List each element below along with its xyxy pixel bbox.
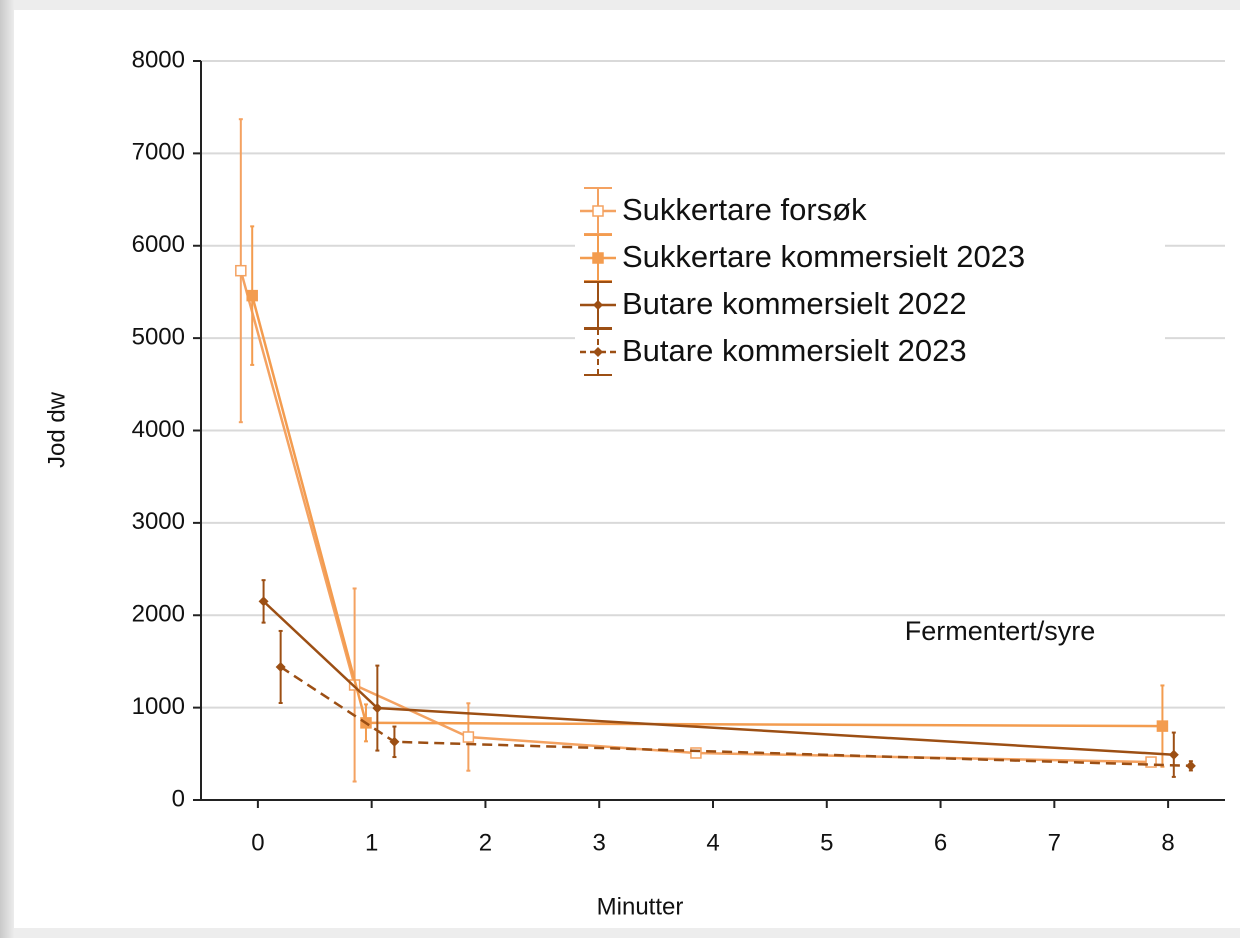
x-tick-label: 6	[934, 829, 947, 856]
marker	[275, 661, 286, 672]
x-tick-label: 3	[593, 829, 606, 856]
marker	[1185, 760, 1196, 771]
y-tick-label: 7000	[132, 139, 185, 166]
background-edge	[0, 0, 14, 938]
legend-box	[575, 180, 1165, 380]
legend-label: Sukkertare kommersielt 2023	[622, 239, 1025, 274]
legend-marker	[592, 205, 604, 217]
x-tick-label: 0	[251, 829, 264, 856]
marker	[1156, 720, 1169, 732]
annotation: Fermentert/syre	[905, 616, 1096, 646]
y-tick-label: 6000	[132, 231, 185, 258]
y-tick-label: 4000	[132, 416, 185, 443]
legend-marker	[593, 347, 603, 357]
x-tick-label: 4	[706, 829, 719, 856]
legend-label: Butare kommersielt 2023	[622, 333, 967, 368]
x-tick-label: 1	[365, 829, 378, 856]
marker	[1168, 749, 1179, 760]
legend-label: Butare kommersielt 2022	[622, 286, 967, 321]
marker	[246, 289, 258, 302]
legend: Sukkertare forsøk Sukkertare kommersielt …	[575, 180, 1165, 380]
plot-background	[14, 10, 1240, 928]
marker	[372, 703, 383, 714]
x-tick-label: 7	[1048, 829, 1061, 856]
y-tick-label: 3000	[132, 508, 185, 535]
x-tick-label: 5	[820, 829, 833, 856]
marker	[1145, 756, 1157, 768]
marker	[389, 736, 400, 747]
marker	[258, 596, 269, 607]
legend-label: Sukkertare forsøk	[622, 192, 867, 227]
x-tick-label: 2	[479, 829, 492, 856]
y-tick-label: 2000	[132, 601, 185, 628]
y-tick-label: 1000	[132, 693, 185, 720]
x-tick-label: 8	[1161, 829, 1174, 856]
y-tick-label: 0	[172, 785, 185, 812]
legend-marker	[593, 300, 603, 310]
marker	[462, 731, 475, 743]
y-tick-label: 8000	[132, 46, 185, 73]
y-axis-label: Jod dw	[43, 391, 70, 468]
marker	[690, 747, 702, 759]
y-tick-label: 5000	[132, 323, 185, 350]
x-axis-label: Minutter	[597, 893, 684, 920]
marker	[235, 264, 247, 277]
legend-marker	[592, 252, 604, 264]
